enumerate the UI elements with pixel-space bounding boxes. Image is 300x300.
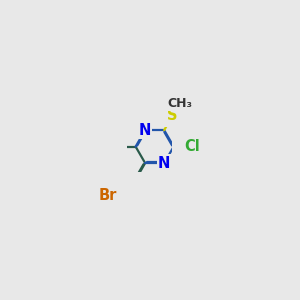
Text: N: N	[139, 123, 151, 138]
Text: S: S	[167, 108, 178, 123]
Text: CH₃: CH₃	[167, 97, 192, 110]
Text: Br: Br	[98, 188, 117, 203]
Text: Cl: Cl	[184, 139, 200, 154]
Text: N: N	[158, 156, 170, 171]
